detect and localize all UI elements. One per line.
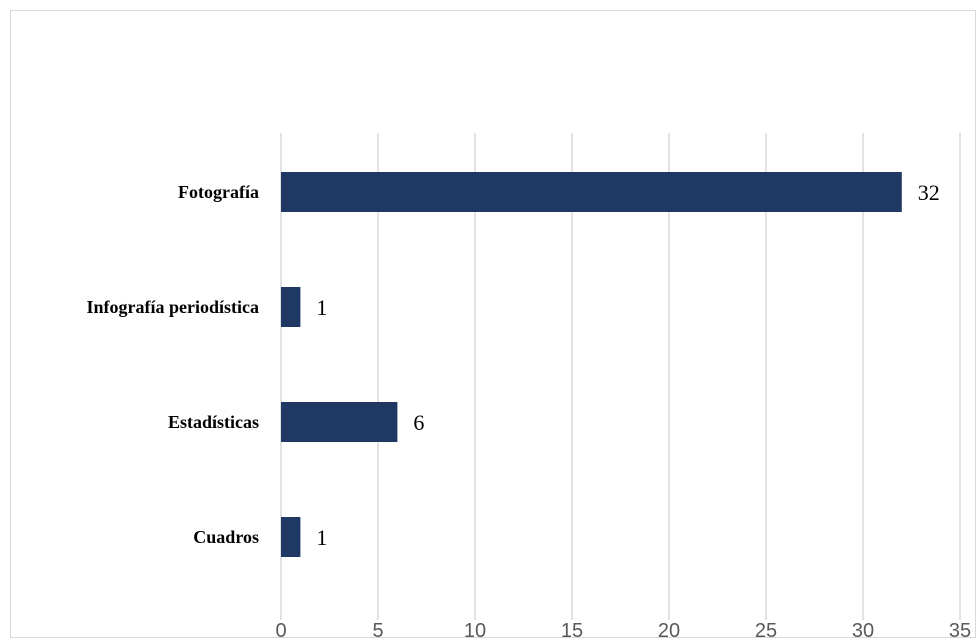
category-label: Estadísticas	[168, 412, 259, 432]
x-tick-label: 20	[658, 620, 680, 640]
category-label: Fotografía	[178, 182, 259, 202]
bar	[281, 172, 902, 212]
category-label: Infografía periodística	[87, 297, 260, 317]
data-label: 32	[918, 180, 940, 205]
x-tick-label: 15	[561, 620, 583, 640]
data-label: 1	[316, 525, 327, 550]
x-tick-label: 25	[755, 620, 777, 640]
x-tick-label: 5	[372, 620, 383, 640]
bar	[281, 402, 398, 442]
x-tick-label: 30	[852, 620, 874, 640]
x-tick-label: 35	[949, 620, 971, 640]
data-label: 6	[413, 410, 424, 435]
data-label: 1	[316, 295, 327, 320]
bars	[281, 172, 902, 557]
chart-frame	[10, 10, 976, 638]
labels: 0 5 10 15 20 25 30 35 Fotografía 32 Infografía per…	[87, 180, 972, 640]
x-tick-label: 0	[275, 620, 286, 640]
category-label: Cuadros	[193, 527, 259, 547]
x-tick-label: 10	[464, 620, 486, 640]
bar	[281, 517, 301, 557]
bar	[281, 287, 301, 327]
